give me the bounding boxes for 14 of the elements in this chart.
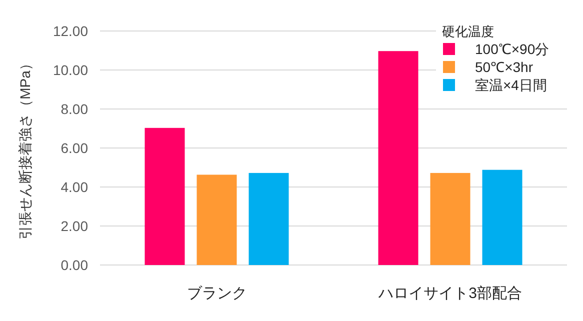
- y-axis-title: 引張せん断接着強さ（MPa）: [17, 56, 33, 240]
- legend-label: 50℃×3hr: [475, 59, 534, 75]
- y-tick-label: 10.00: [52, 62, 88, 78]
- y-tick-label: 0.00: [60, 257, 88, 273]
- y-tick-label: 8.00: [60, 101, 88, 117]
- legend-title: 硬化温度: [442, 24, 494, 39]
- y-tick-label: 4.00: [60, 179, 88, 195]
- legend-label: 100℃×90分: [475, 41, 550, 57]
- legend-label: 室温×4日間: [475, 77, 547, 93]
- y-tick-label: 2.00: [60, 218, 88, 234]
- x-tick-label: ハロイサイト3部配合: [378, 285, 522, 302]
- x-tick-label: ブランク: [186, 285, 247, 302]
- y-tick-label: 12.00: [52, 23, 88, 39]
- y-tick-label: 6.00: [60, 140, 88, 156]
